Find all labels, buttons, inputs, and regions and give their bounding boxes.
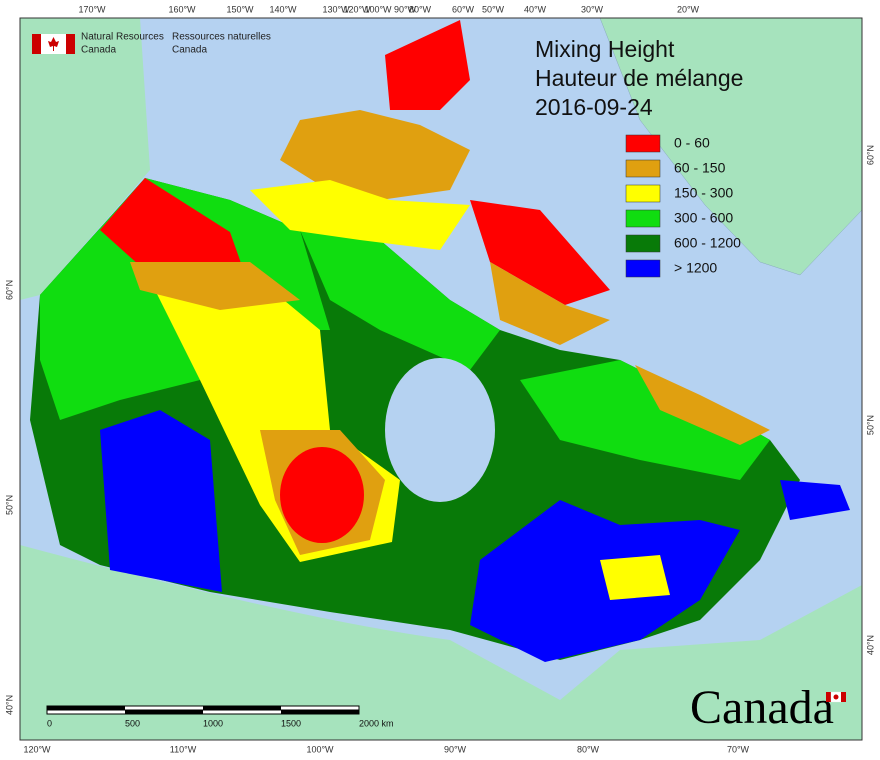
org-en: Canada — [81, 45, 116, 56]
longitude-label: 20°W — [677, 4, 700, 14]
legend-label: 60 - 150 — [674, 160, 726, 176]
longitude-label: 90°W — [444, 744, 467, 754]
longitude-label: 160°W — [168, 4, 196, 14]
scale-bar-label: 1000 — [203, 718, 223, 728]
legend-swatch — [625, 259, 661, 278]
org-fr: Canada — [172, 45, 207, 56]
zone-300-600 — [520, 360, 770, 480]
zone-over-1200 — [470, 500, 740, 662]
legend-label: 300 - 600 — [674, 210, 733, 226]
wordmark-flag — [826, 692, 831, 702]
map-body — [20, 18, 862, 740]
zone-60-150 — [130, 262, 300, 310]
longitude-label: 50°W — [482, 4, 505, 14]
scale-bar-labels: 0 500 1000 1500 2000 km — [47, 718, 394, 728]
labrador-coast — [635, 365, 770, 445]
longitude-label: 100°W — [306, 744, 334, 754]
longitude-label: 70°W — [727, 744, 750, 754]
legend-label: 600 - 1200 — [674, 235, 741, 251]
united-states — [20, 545, 862, 740]
longitude-label: 100°W — [364, 4, 392, 14]
legend-swatch — [625, 184, 661, 203]
scale-bar-label: 2000 km — [359, 718, 394, 728]
longitude-label: 120°W — [23, 744, 51, 754]
ellesmere-island — [385, 20, 470, 110]
scale-bar-segment — [281, 710, 359, 714]
baffin-island — [490, 262, 610, 345]
maple-leaf — [48, 37, 59, 51]
canada-wordmark: Canada — [690, 681, 834, 734]
baffin-island — [470, 200, 610, 305]
hudson-bay — [385, 358, 495, 502]
zone-150-300 — [600, 555, 670, 600]
longitude-label: 150°W — [226, 4, 254, 14]
longitude-label: 40°W — [524, 4, 547, 14]
zone-0-60 — [100, 178, 242, 266]
wordmark-leaf — [833, 694, 839, 700]
latitude-label: 60°N — [4, 280, 14, 300]
zone-300-600 — [300, 230, 500, 370]
legend-label: 150 - 300 — [674, 185, 733, 201]
scale-bar-label: 1500 — [281, 718, 301, 728]
greenland — [599, 18, 862, 276]
latitude-label: 40°N — [865, 635, 875, 655]
legend-swatch — [625, 134, 661, 153]
longitude-label: 140°W — [269, 4, 297, 14]
scale-bar-segment — [125, 710, 203, 714]
longitude-label: 80°W — [409, 4, 432, 14]
map-frame — [19, 17, 863, 741]
longitude-label: 120°W — [343, 4, 371, 14]
legend: 0 - 60 60 - 150 150 - 300 300 - 600 600 - 12… — [625, 134, 741, 278]
zone-over-1200 — [100, 410, 222, 592]
legend-swatch — [625, 159, 661, 178]
legend-label: > 1200 — [674, 260, 717, 276]
flag-bar — [66, 34, 75, 54]
arctic-islands — [280, 110, 470, 200]
longitude-label: 80°W — [577, 744, 600, 754]
latitude-label: 50°N — [4, 495, 14, 515]
scale-bar-segment — [203, 706, 281, 710]
legend-label: 0 - 60 — [674, 135, 710, 151]
scale-bar-label: 0 — [47, 718, 52, 728]
latitude-label: 60°N — [865, 145, 875, 165]
scale-bar-label: 500 — [125, 718, 140, 728]
alaska — [20, 18, 150, 300]
longitude-label: 110°W — [170, 744, 197, 754]
title: Hauteur de mélange — [535, 65, 743, 91]
longitude-label: 90°W — [394, 4, 417, 14]
arctic-islands — [250, 180, 470, 250]
title: Mixing Height — [535, 36, 675, 62]
title-date: 2016-09-24 — [535, 94, 653, 120]
org-en: Natural Resources — [81, 32, 164, 43]
latitude-label: 40°N — [4, 695, 14, 715]
scale-bar-segment — [47, 706, 125, 710]
longitude-label: 60°W — [452, 4, 475, 14]
legend-swatch — [625, 209, 661, 228]
wordmark-flag — [841, 692, 846, 702]
longitude-label: 170°W — [78, 4, 106, 14]
latitude-label: 50°N — [865, 415, 875, 435]
flag-bar — [32, 34, 41, 54]
legend-swatch — [625, 234, 661, 253]
longitude-label: 130°W — [322, 4, 350, 14]
scale-bar — [46, 705, 360, 715]
newfoundland — [780, 480, 850, 520]
org-fr: Ressources naturelles — [172, 32, 271, 43]
longitude-label: 30°W — [581, 4, 604, 14]
zone-0-60 — [280, 447, 364, 543]
